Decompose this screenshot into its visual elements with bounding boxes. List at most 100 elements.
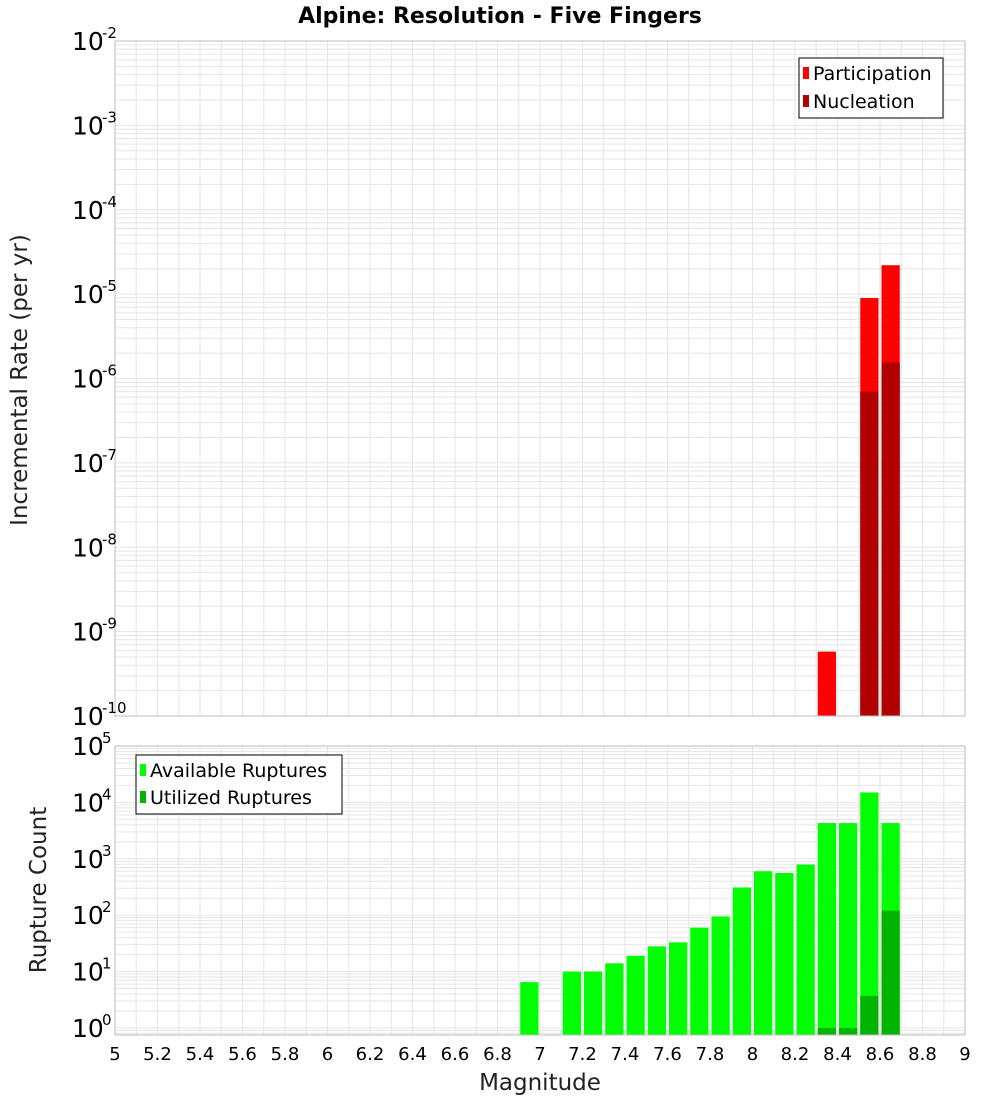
y-tick-label: 10: [72, 365, 104, 394]
utilized-bar: [860, 995, 879, 1035]
utilized-bar: [881, 910, 900, 1035]
available-bar: [817, 823, 836, 1035]
available-bar: [775, 872, 794, 1035]
nucleation-legend-swatch: [803, 95, 809, 107]
utilized-legend-swatch: [140, 791, 146, 803]
count-bars: [520, 792, 900, 1035]
x-tick-label: 8.2: [781, 1044, 810, 1065]
available-bar: [562, 971, 581, 1035]
x-tick-label: 6.6: [441, 1044, 470, 1065]
available-bar: [626, 955, 645, 1035]
nucleation-bar: [860, 391, 879, 716]
available-bar: [754, 871, 773, 1035]
y-tick-label: 10: [72, 533, 104, 562]
y-tick-label: 10: [72, 27, 104, 56]
chart-title: Alpine: Resolution - Five Fingers: [298, 4, 702, 29]
x-tick-label: 8: [747, 1044, 758, 1065]
x-tick-label: 6.8: [483, 1044, 512, 1065]
y-tick-exponent: -10: [102, 699, 127, 717]
nucleation-bar: [881, 362, 900, 716]
y-tick-exponent: -6: [102, 362, 117, 380]
y-tick-label: 10: [72, 618, 104, 647]
y-tick-label: 10: [72, 845, 104, 874]
rate-y-ticks: 10-210-310-410-510-610-710-810-910-10: [72, 24, 127, 731]
rate-bars: [817, 265, 900, 716]
y-tick-exponent: -5: [102, 277, 117, 295]
participation-legend-label: Participation: [813, 63, 932, 85]
available-bar: [711, 916, 730, 1035]
x-tick-label: 5.4: [186, 1044, 215, 1065]
y-tick-label: 10: [72, 958, 104, 987]
y-tick-label: 10: [72, 196, 104, 225]
x-axis-label: Magnitude: [479, 1070, 601, 1096]
available-bar: [605, 963, 624, 1035]
y-tick-exponent: 4: [102, 785, 112, 803]
count-plot-frame: [114, 745, 966, 1036]
x-tick-label: 7.4: [611, 1044, 640, 1065]
y-tick-exponent: 3: [102, 842, 112, 860]
y-tick-exponent: -9: [102, 615, 117, 633]
available-bar: [860, 792, 879, 1035]
y-tick-exponent: -4: [102, 193, 117, 211]
participation-bar: [817, 651, 836, 716]
utilized-bar: [839, 1027, 858, 1035]
x-axis-ticks: 5 5.2 5.4 5.6 5.8 6 6.2 6.4 6.6 6.8 7 7.2 7.4 7.6 7.8 8…: [109, 1044, 970, 1065]
rate-plot-frame: [114, 40, 966, 717]
utilized-legend-label: Utilized Ruptures: [150, 787, 312, 809]
x-tick-label: 6.2: [356, 1044, 385, 1065]
y-tick-label: 10: [72, 280, 104, 309]
x-tick-label: 8.8: [908, 1044, 937, 1065]
x-tick-label: 9: [959, 1044, 970, 1065]
y-tick-label: 10: [72, 901, 104, 930]
available-legend-swatch: [140, 764, 146, 776]
x-tick-label: 5: [109, 1044, 120, 1065]
y-tick-label: 10: [72, 702, 104, 731]
x-tick-label: 7.6: [653, 1044, 682, 1065]
count-legend-box: [135, 754, 343, 815]
x-tick-label: 8.4: [823, 1044, 852, 1065]
rate-y-axis-label: Incremental Rate (per yr): [7, 234, 33, 526]
participation-legend-swatch: [803, 67, 809, 79]
rate-gridlines: [114, 40, 966, 717]
y-tick-label: 10: [72, 111, 104, 140]
x-tick-label: 7.8: [696, 1044, 725, 1065]
available-bar: [647, 946, 666, 1035]
count-y-axis-label: Rupture Count: [26, 807, 52, 973]
utilized-bar: [817, 1027, 836, 1035]
x-tick-label: 6: [322, 1044, 333, 1065]
available-bar: [584, 971, 603, 1035]
available-bar: [839, 823, 858, 1035]
available-bar: [690, 927, 709, 1035]
y-tick-exponent: 2: [102, 898, 112, 916]
available-bar: [796, 864, 815, 1035]
y-tick-label: 10: [72, 732, 104, 761]
y-tick-label: 10: [72, 1014, 104, 1043]
y-tick-exponent: -8: [102, 530, 117, 548]
x-tick-label: 7.2: [568, 1044, 597, 1065]
available-bar: [520, 982, 539, 1035]
y-tick-exponent: 1: [102, 955, 112, 973]
available-bar: [669, 942, 688, 1035]
y-tick-exponent: -3: [102, 108, 117, 126]
y-tick-exponent: 0: [102, 1011, 112, 1029]
rate-legend-box: [798, 57, 944, 119]
rate-panel: 10-210-310-410-510-610-710-810-910-10 In…: [7, 24, 966, 731]
y-tick-label: 10: [72, 788, 104, 817]
available-legend-label: Available Ruptures: [150, 760, 327, 782]
available-bar: [732, 887, 751, 1035]
x-tick-label: 7: [534, 1044, 545, 1065]
x-tick-label: 5.6: [228, 1044, 257, 1065]
x-tick-label: 8.6: [866, 1044, 895, 1065]
x-tick-label: 5.8: [271, 1044, 300, 1065]
y-tick-exponent: 5: [102, 729, 112, 747]
x-tick-label: 5.2: [143, 1044, 172, 1065]
y-tick-label: 10: [72, 449, 104, 478]
y-tick-exponent: -7: [102, 446, 117, 464]
x-tick-label: 6.4: [398, 1044, 427, 1065]
count-legend: Available Ruptures Utilized Ruptures: [135, 754, 343, 815]
y-tick-exponent: -2: [102, 24, 117, 42]
nucleation-legend-label: Nucleation: [813, 91, 915, 113]
